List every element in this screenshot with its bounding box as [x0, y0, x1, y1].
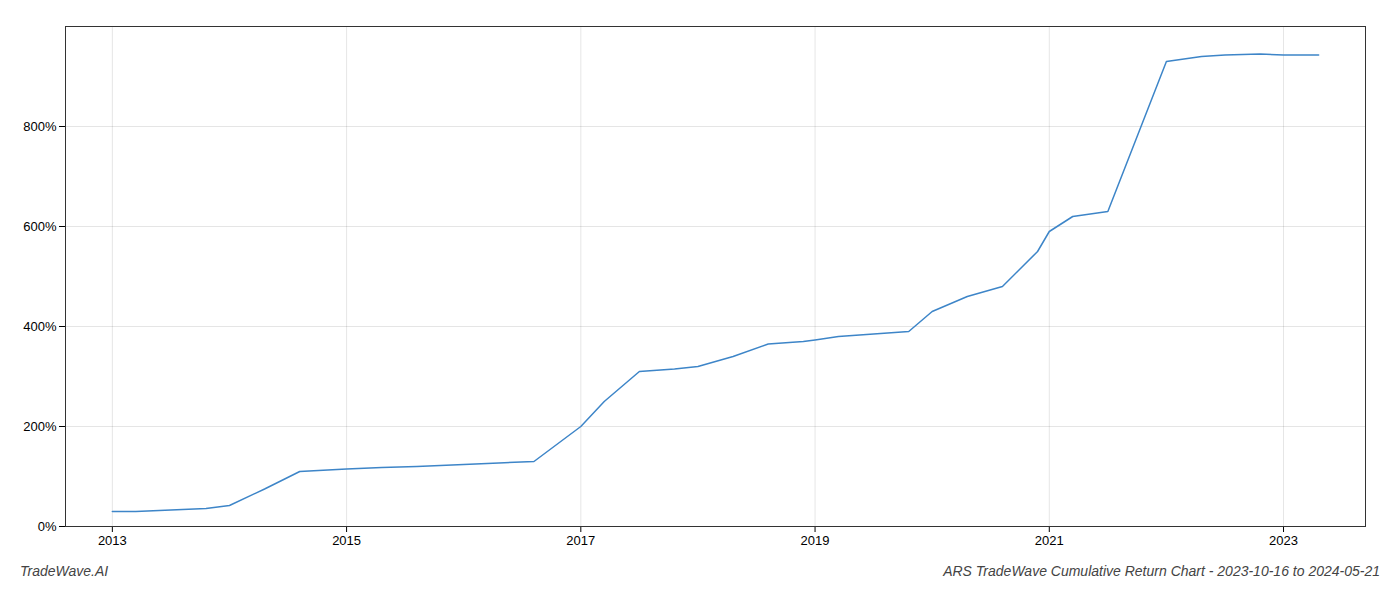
svg-text:400%: 400%: [23, 319, 57, 334]
svg-text:600%: 600%: [23, 219, 57, 234]
html-text:TradeWave.AI: TradeWave.AI: [20, 563, 109, 579]
svg-text:200%: 200%: [23, 419, 57, 434]
svg-text:2019: 2019: [801, 533, 830, 548]
svg-text:800%: 800%: [23, 119, 57, 134]
svg-text:2013: 2013: [98, 533, 127, 548]
svg-text:2017: 2017: [566, 533, 595, 548]
svg-text:0%: 0%: [38, 519, 57, 534]
svg-text:2015: 2015: [332, 533, 361, 548]
svg-text:2021: 2021: [1035, 533, 1064, 548]
html-text:ARS TradeWave Cumulative Retur: ARS TradeWave Cumulative Return Chart - …: [943, 563, 1380, 579]
svg-text:2023: 2023: [1269, 533, 1298, 548]
